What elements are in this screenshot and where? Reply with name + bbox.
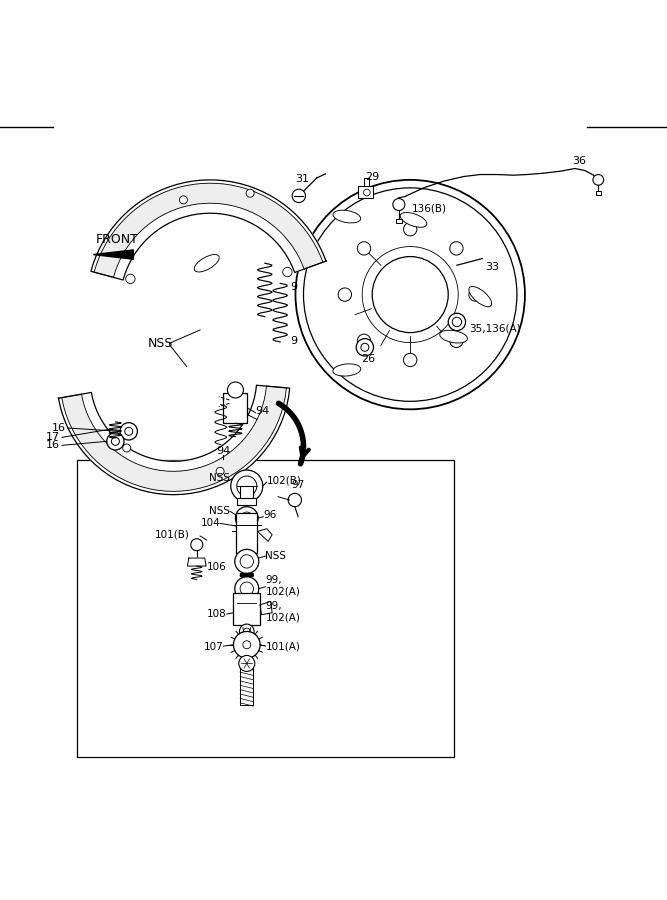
Circle shape [356, 338, 374, 356]
Bar [240, 667, 253, 706]
Bar [596, 191, 601, 194]
Circle shape [358, 242, 371, 255]
Circle shape [243, 641, 251, 649]
Bar [358, 186, 373, 198]
Polygon shape [93, 250, 133, 259]
Bar [396, 219, 402, 223]
Circle shape [107, 433, 124, 450]
Bar [233, 593, 260, 625]
Bar [236, 513, 257, 553]
Circle shape [338, 288, 352, 302]
Circle shape [448, 313, 466, 330]
Text: 101(B): 101(B) [155, 530, 190, 540]
Text: NSS: NSS [209, 507, 230, 517]
Circle shape [243, 628, 250, 634]
Circle shape [233, 632, 260, 658]
Circle shape [246, 189, 254, 197]
Text: 104: 104 [200, 518, 220, 528]
Ellipse shape [469, 286, 492, 307]
Circle shape [120, 423, 137, 440]
Text: 102(B): 102(B) [267, 476, 301, 486]
Text: NSS: NSS [265, 551, 286, 561]
Circle shape [283, 267, 292, 276]
Text: 99,
102(A): 99, 102(A) [265, 600, 300, 622]
Text: 35,136(A): 35,136(A) [470, 324, 521, 334]
Text: 16: 16 [45, 440, 59, 450]
Circle shape [239, 624, 254, 639]
Circle shape [237, 476, 257, 496]
Circle shape [125, 274, 135, 284]
Ellipse shape [333, 364, 361, 376]
Text: 16: 16 [52, 423, 66, 433]
Bar [240, 486, 253, 502]
Ellipse shape [400, 212, 427, 228]
Circle shape [241, 512, 253, 524]
Circle shape [361, 343, 369, 351]
Circle shape [125, 428, 133, 436]
Circle shape [292, 189, 305, 202]
Text: 108: 108 [207, 609, 227, 619]
Text: 94: 94 [216, 446, 231, 456]
Text: 36: 36 [572, 156, 586, 166]
Circle shape [452, 318, 462, 327]
Circle shape [393, 199, 405, 211]
Circle shape [216, 467, 224, 475]
Circle shape [231, 470, 263, 502]
Circle shape [111, 437, 119, 446]
Text: 99,
102(A): 99, 102(A) [265, 574, 300, 596]
Ellipse shape [333, 211, 361, 223]
Text: NSS: NSS [148, 337, 173, 350]
Bar [364, 178, 369, 186]
Text: 101(A): 101(A) [265, 642, 300, 652]
Polygon shape [59, 385, 289, 495]
Polygon shape [94, 184, 323, 277]
Polygon shape [62, 386, 286, 491]
Text: 17: 17 [45, 432, 59, 442]
Circle shape [593, 175, 604, 185]
Circle shape [240, 554, 253, 568]
Circle shape [235, 577, 259, 600]
Text: 31: 31 [295, 175, 309, 184]
Polygon shape [91, 180, 326, 280]
Circle shape [450, 242, 463, 255]
Text: NSS: NSS [209, 473, 230, 483]
Circle shape [227, 382, 243, 398]
Text: 94: 94 [255, 406, 269, 417]
Circle shape [404, 354, 417, 366]
Circle shape [235, 507, 258, 529]
Text: 29: 29 [366, 172, 380, 182]
Text: 9: 9 [290, 283, 297, 293]
Circle shape [240, 582, 253, 596]
Circle shape [372, 256, 448, 333]
Circle shape [239, 655, 255, 671]
Text: 106: 106 [207, 562, 227, 572]
Circle shape [123, 444, 131, 452]
Bar [237, 498, 256, 505]
Circle shape [404, 222, 417, 236]
Bar [77, 460, 454, 757]
Ellipse shape [194, 255, 219, 272]
Circle shape [235, 549, 259, 573]
Text: 96: 96 [263, 510, 277, 520]
Text: 9: 9 [290, 336, 297, 346]
Text: 107: 107 [203, 642, 223, 652]
Text: 26: 26 [362, 355, 376, 365]
Circle shape [358, 334, 371, 347]
Text: 33: 33 [486, 262, 500, 272]
Circle shape [364, 189, 370, 196]
Circle shape [179, 196, 187, 204]
Circle shape [191, 539, 203, 551]
Bar [223, 392, 247, 423]
Circle shape [288, 493, 301, 507]
Text: 97: 97 [291, 481, 305, 491]
Text: FRONT: FRONT [95, 233, 138, 247]
Circle shape [469, 288, 482, 302]
Text: 136(B): 136(B) [412, 203, 447, 213]
Polygon shape [257, 528, 272, 542]
Polygon shape [187, 558, 206, 566]
Circle shape [295, 180, 525, 410]
Ellipse shape [440, 330, 468, 343]
Circle shape [450, 334, 463, 347]
